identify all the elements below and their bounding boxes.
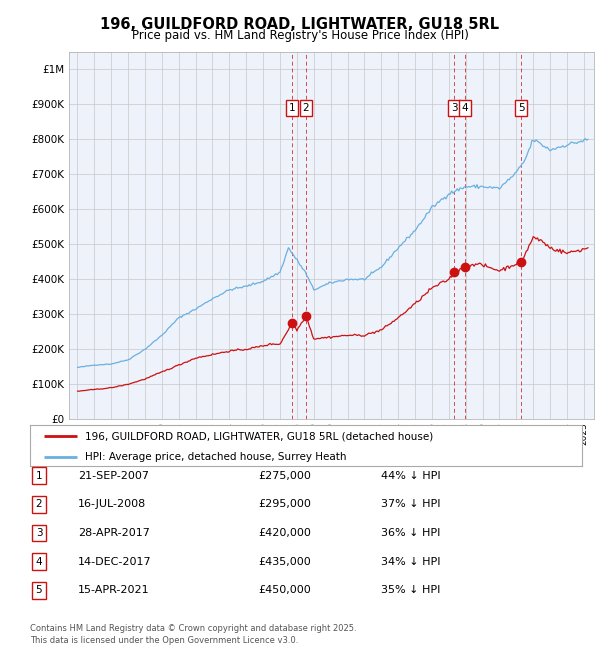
- Text: 1: 1: [35, 471, 43, 481]
- Text: 4: 4: [461, 103, 468, 113]
- Text: 2: 2: [35, 499, 43, 510]
- Text: 44% ↓ HPI: 44% ↓ HPI: [381, 471, 440, 481]
- Text: 21-SEP-2007: 21-SEP-2007: [78, 471, 149, 481]
- Text: 36% ↓ HPI: 36% ↓ HPI: [381, 528, 440, 538]
- Text: £275,000: £275,000: [258, 471, 311, 481]
- Text: £435,000: £435,000: [258, 556, 311, 567]
- Text: Price paid vs. HM Land Registry's House Price Index (HPI): Price paid vs. HM Land Registry's House …: [131, 29, 469, 42]
- Text: 1: 1: [289, 103, 295, 113]
- Text: 35% ↓ HPI: 35% ↓ HPI: [381, 585, 440, 595]
- Text: £450,000: £450,000: [258, 585, 311, 595]
- Text: 28-APR-2017: 28-APR-2017: [78, 528, 150, 538]
- Text: 37% ↓ HPI: 37% ↓ HPI: [381, 499, 440, 510]
- Text: HPI: Average price, detached house, Surrey Heath: HPI: Average price, detached house, Surr…: [85, 452, 347, 462]
- Text: 3: 3: [35, 528, 43, 538]
- Text: 3: 3: [451, 103, 458, 113]
- Text: £420,000: £420,000: [258, 528, 311, 538]
- Text: 5: 5: [518, 103, 524, 113]
- Text: 16-JUL-2008: 16-JUL-2008: [78, 499, 146, 510]
- Text: 5: 5: [35, 585, 43, 595]
- Text: 196, GUILDFORD ROAD, LIGHTWATER, GU18 5RL (detached house): 196, GUILDFORD ROAD, LIGHTWATER, GU18 5R…: [85, 431, 433, 441]
- Text: 196, GUILDFORD ROAD, LIGHTWATER, GU18 5RL: 196, GUILDFORD ROAD, LIGHTWATER, GU18 5R…: [100, 17, 500, 32]
- Text: 15-APR-2021: 15-APR-2021: [78, 585, 149, 595]
- Text: Contains HM Land Registry data © Crown copyright and database right 2025.
This d: Contains HM Land Registry data © Crown c…: [30, 624, 356, 645]
- Text: 14-DEC-2017: 14-DEC-2017: [78, 556, 152, 567]
- Text: 34% ↓ HPI: 34% ↓ HPI: [381, 556, 440, 567]
- Text: 2: 2: [302, 103, 310, 113]
- Text: 4: 4: [35, 556, 43, 567]
- Text: £295,000: £295,000: [258, 499, 311, 510]
